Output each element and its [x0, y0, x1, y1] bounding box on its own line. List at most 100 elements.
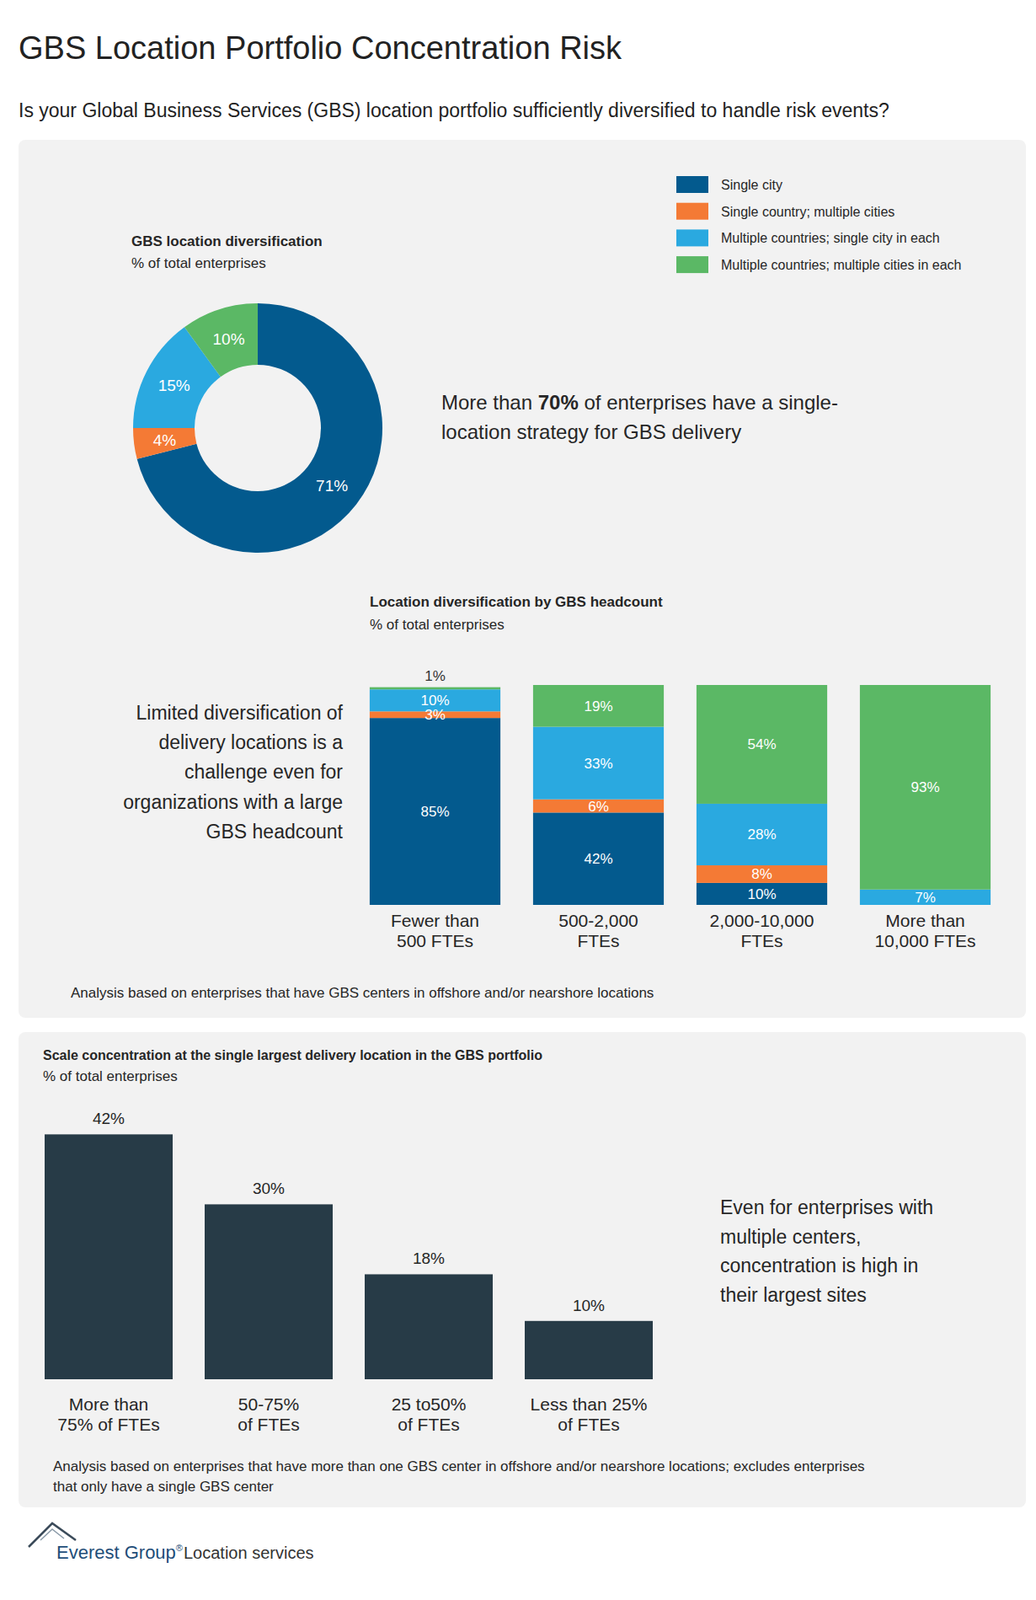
- bar-segment: [369, 688, 501, 711]
- category-line: of FTEs: [557, 1414, 620, 1434]
- bar-segment: [696, 865, 828, 883]
- title: GBS Location Portfolio Concentration Ris…: [18, 30, 623, 66]
- category-line: Less than 25%: [530, 1393, 648, 1414]
- annotation: location strategy for GBS delivery: [441, 420, 742, 444]
- annotation-emphasis: 70%: [538, 390, 579, 414]
- slice: [133, 427, 197, 460]
- legend-label: Single country; multiple cities: [720, 204, 895, 219]
- category-line: 10,000 FTEs: [874, 930, 976, 951]
- category-line: FTEs: [576, 930, 620, 951]
- annotation: challenge even for: [184, 760, 343, 783]
- data-label: 93%: [910, 779, 940, 796]
- panel: [18, 139, 1026, 1018]
- bar: [204, 1203, 333, 1379]
- legend-swatch: [676, 229, 709, 246]
- note: Analysis based on enterprises that have …: [70, 984, 654, 1001]
- data-label: 10%: [420, 692, 449, 709]
- bar: [44, 1133, 173, 1379]
- data-label: 33%: [583, 755, 613, 772]
- brand: Everest Group®: [56, 1541, 183, 1563]
- bar-segment: [696, 882, 828, 905]
- data-label: 1%: [424, 667, 446, 684]
- data-label: 42%: [92, 1109, 125, 1127]
- bars: [369, 684, 991, 905]
- data-label: 71%: [315, 476, 348, 495]
- bar-segment: [859, 684, 991, 890]
- annotation: More than 70% of enterprises have a sing…: [441, 390, 839, 414]
- category-line: 75% of FTEs: [57, 1414, 160, 1434]
- category-line: More than: [69, 1393, 150, 1414]
- legend-label: Multiple countries; single city in each: [720, 230, 940, 246]
- bar-segment: [369, 717, 501, 905]
- data-label: 10%: [747, 886, 776, 903]
- category-label: 50-75%of FTEs: [237, 1393, 300, 1434]
- chart-subtitle: % of total enterprises: [42, 1068, 178, 1085]
- legend-label: Single city: [720, 177, 783, 193]
- data-label: 10%: [213, 330, 246, 348]
- data-label: 30%: [252, 1179, 285, 1197]
- annotation: delivery locations is a: [158, 731, 343, 753]
- annotation: multiple centers,: [720, 1225, 861, 1248]
- chart-subtitle: % of total enterprises: [369, 616, 505, 633]
- category-line: Fewer than: [390, 910, 480, 930]
- bar-segment: [696, 684, 828, 804]
- chart-subtitle: % of total enterprises: [131, 255, 267, 272]
- annotation-run: of enterprises have a single-: [578, 390, 839, 414]
- category-label: 25 to50%of FTEs: [391, 1393, 467, 1434]
- chart-title: Scale concentration at the single larges…: [42, 1047, 543, 1063]
- slice: [184, 303, 258, 377]
- data-label: 7%: [914, 889, 936, 906]
- donut: [133, 303, 383, 553]
- category-line: 500-2,000: [558, 910, 639, 930]
- annotation: their largest sites: [720, 1283, 867, 1306]
- data-label: 6%: [587, 798, 609, 815]
- category-label: Fewer than500 FTEs: [390, 910, 480, 951]
- bar-segment: [533, 811, 664, 905]
- bar-segment: [533, 726, 664, 800]
- panel: [18, 1031, 1026, 1507]
- annotation: Limited diversification of: [136, 701, 344, 724]
- data-label: 4%: [153, 431, 177, 449]
- data-label: 54%: [747, 736, 776, 753]
- legend-swatch: [676, 176, 709, 193]
- bar: [364, 1273, 493, 1379]
- legend-label: Multiple countries; multiple cities in e…: [720, 257, 962, 273]
- annotation: organizations with a large: [122, 790, 343, 813]
- category-line: FTEs: [740, 930, 783, 951]
- page: {"title": "GBS Location Portfolio Concen…: [0, 0, 1036, 1600]
- category-line: 25 to50%: [391, 1393, 467, 1414]
- data-label: 8%: [751, 865, 773, 882]
- category-label: Less than 25%of FTEs: [530, 1393, 648, 1434]
- bar: [524, 1320, 653, 1379]
- category-label: 2,000-10,000FTEs: [710, 910, 815, 951]
- chart-title: Location diversification by GBS headcoun…: [369, 593, 663, 610]
- category-line: More than: [885, 910, 966, 930]
- category-line: 500 FTEs: [396, 930, 474, 951]
- category-line: of FTEs: [397, 1414, 460, 1434]
- category-label: 500-2,000FTEs: [558, 910, 639, 951]
- annotation: concentration is high in: [720, 1254, 919, 1277]
- bar-segment: [696, 803, 828, 866]
- footer-section: Location services: [183, 1543, 315, 1562]
- category-line: 50-75%: [238, 1393, 300, 1414]
- legend-swatch: [676, 202, 709, 220]
- annotation: Even for enterprises with: [720, 1196, 934, 1218]
- bar-segment: [369, 687, 501, 690]
- chart-title: GBS location diversification: [131, 233, 323, 250]
- data-label: 85%: [420, 803, 449, 820]
- data-label: 3%: [424, 706, 446, 723]
- note: Analysis based on enterprises that have …: [53, 1457, 866, 1474]
- bar-segment: [533, 684, 664, 727]
- data-label: 19%: [583, 698, 613, 715]
- bar-segment: [859, 889, 991, 905]
- brand-name: Everest Group: [56, 1541, 177, 1563]
- data-label: 10%: [572, 1296, 605, 1314]
- category-line: 2,000-10,000: [710, 910, 815, 930]
- data-label: 42%: [583, 850, 613, 867]
- logo-mark: [40, 1528, 65, 1540]
- annotation-run: More than: [441, 390, 539, 414]
- bars: [44, 1133, 653, 1379]
- subtitle: Is your Global Business Services (GBS) l…: [18, 99, 890, 122]
- legend-swatch: [676, 256, 709, 273]
- data-label: 18%: [412, 1249, 445, 1267]
